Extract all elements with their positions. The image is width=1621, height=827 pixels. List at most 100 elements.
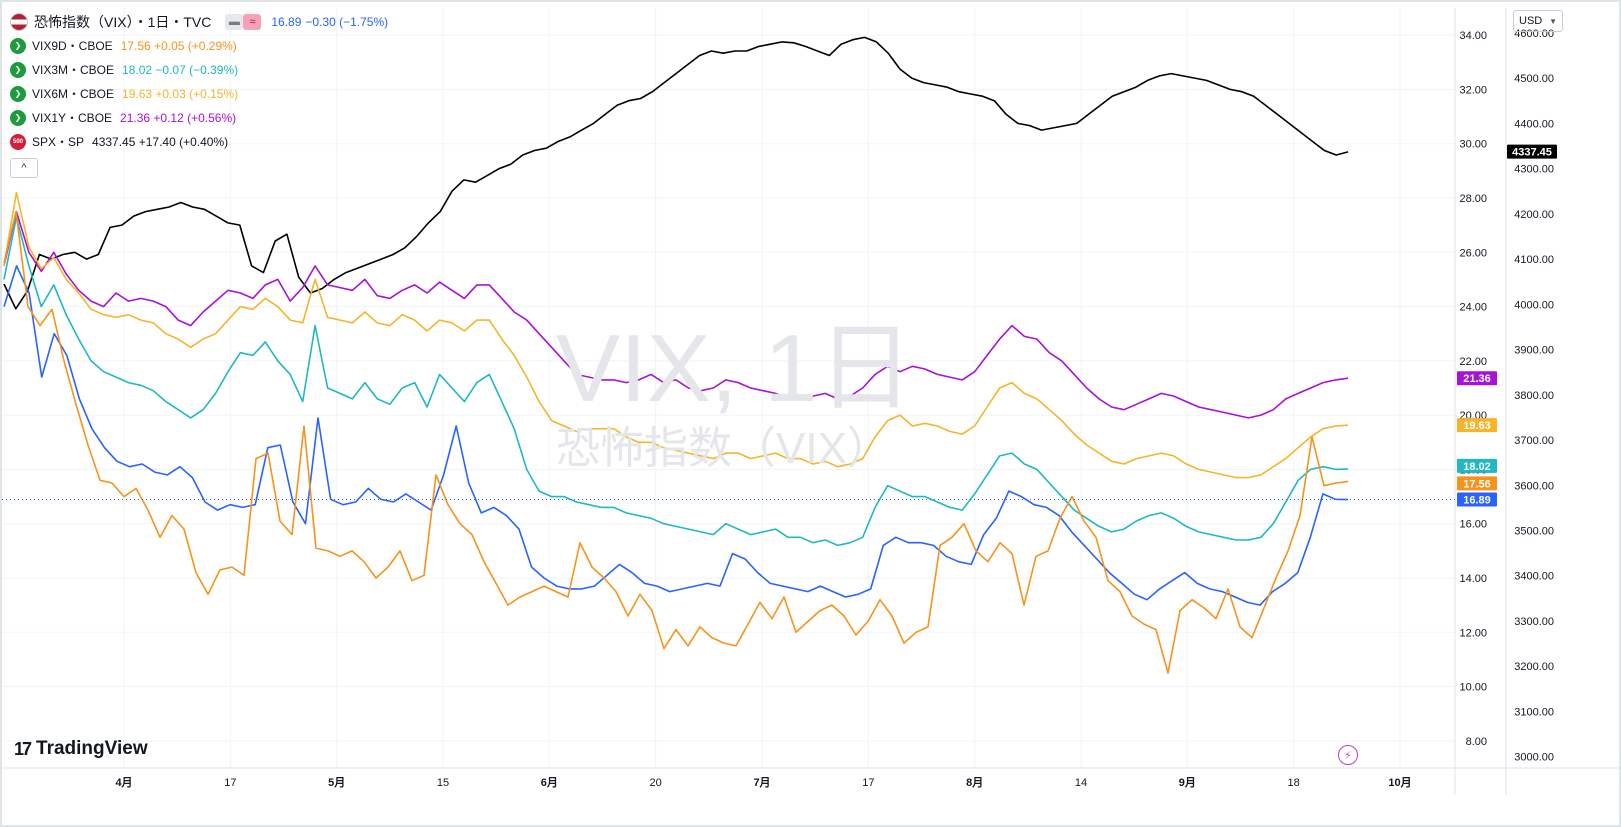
legend-values: 18.02 −0.07 (−0.39%)	[122, 63, 239, 77]
cboe-logo-icon: ❯	[10, 38, 26, 54]
y-left-tick-label: 30.00	[1459, 139, 1487, 151]
price-label-box	[1457, 418, 1497, 433]
y-right-tick-label: 4100.00	[1514, 254, 1554, 266]
legend-values: 21.36 +0.12 (+0.56%)	[120, 111, 237, 125]
y-right-tick-label: 4300.00	[1514, 164, 1554, 176]
legend-row-vix3m[interactable]: ❯ VIX3M・CBOE 18.02 −0.07 (−0.39%)	[10, 58, 388, 82]
legend-values: 4337.45 +17.40 (+0.40%)	[92, 135, 229, 149]
legend-values: 19.63 +0.03 (+0.15%)	[122, 87, 239, 101]
x-tick-label: 17	[224, 777, 236, 789]
series-line-vix1y	[3, 210, 1349, 419]
x-tick-label: 18	[1288, 777, 1300, 789]
legend-main-row[interactable]: 恐怖指数（VIX）・1日・TVC ▬ ≈ 16.89 −0.30 (−1.75%…	[10, 10, 388, 34]
price-label-box	[1457, 371, 1497, 386]
y-left-tick-label: 8.00	[1466, 736, 1487, 748]
price-label-box	[1457, 492, 1497, 507]
price-label-box	[1457, 476, 1497, 491]
axes: 34.0032.0030.0028.0026.0024.0022.0020.00…	[2, 8, 1619, 795]
y-right-tick-label: 3400.00	[1514, 571, 1554, 583]
y-left-tick-label: 26.00	[1459, 247, 1487, 259]
series-line-vix3m	[3, 216, 1349, 547]
y-right-tick-label: 3100.00	[1514, 706, 1554, 718]
y-right-tick-label: 3300.00	[1514, 616, 1554, 628]
legend-symbol: VIX1Y・CBOE	[32, 111, 113, 125]
price-label-text: 16.89	[1463, 495, 1491, 507]
legend-row-spx[interactable]: 500 SPX・SP 4337.45 +17.40 (+0.40%)	[10, 130, 388, 154]
x-tick-label: 17	[862, 777, 874, 789]
price-label-box	[1507, 144, 1557, 159]
chevron-up-icon: ^	[21, 162, 27, 174]
price-label-text: 18.02	[1463, 461, 1491, 473]
legend-controls[interactable]: ▬ ≈	[225, 14, 262, 30]
watermark-name: 恐怖指数（VIX）	[556, 424, 891, 473]
price-label-text: 17.56	[1463, 478, 1491, 490]
y-right-tick-label: 4000.00	[1514, 299, 1554, 311]
currency-label: USD	[1519, 15, 1543, 27]
watermark-symbol: VIX, 1日	[556, 315, 914, 422]
sp500-logo-icon: 500	[10, 134, 26, 150]
cboe-logo-icon: ❯	[10, 110, 26, 126]
y-right-tick-label: 4500.00	[1514, 73, 1554, 85]
currency-selector[interactable]: USD ▼	[1513, 10, 1563, 32]
y-right-tick-label: 3700.00	[1514, 435, 1554, 447]
y-left-tick-label: 32.00	[1459, 84, 1487, 96]
flash-icon[interactable]: ⚡	[1338, 745, 1358, 765]
x-tick-label: 15	[437, 777, 449, 789]
x-tick-label: 5月	[328, 776, 345, 789]
y-left-tick-label: 14.00	[1459, 573, 1487, 585]
legend-symbol: SPX・SP	[32, 135, 85, 149]
main-symbol-title: 恐怖指数（VIX）・1日・TVC	[34, 14, 212, 30]
main-last-value: 16.89	[271, 15, 302, 29]
legend-row-vix9d[interactable]: ❯ VIX9D・CBOE 17.56 +0.05 (+0.29%)	[10, 34, 388, 58]
y-left-tick-label: 12.00	[1459, 627, 1487, 639]
logo-text: TradingView	[36, 738, 148, 759]
tradingview-mark-icon: 17	[14, 738, 32, 759]
y-right-tick-label: 3800.00	[1514, 390, 1554, 402]
grid	[2, 8, 1455, 768]
legend-symbol: VIX9D・CBOE	[32, 39, 113, 53]
tradingview-logo[interactable]: 17 TradingView	[14, 738, 148, 760]
x-tick-label: 20	[650, 777, 662, 789]
series-line-vix	[3, 265, 1349, 606]
y-left-tick-label: 34.00	[1459, 30, 1487, 42]
y-left-tick-label: 28.00	[1459, 193, 1487, 205]
series-lines	[2, 36, 1455, 674]
x-tick-label: 8月	[966, 776, 983, 789]
series-line-vix6m	[3, 191, 1349, 479]
us-flag-icon	[10, 13, 28, 31]
legend-row-vix1y[interactable]: ❯ VIX1Y・CBOE 21.36 +0.12 (+0.56%)	[10, 106, 388, 130]
y-left-tick-label: 24.00	[1459, 302, 1487, 314]
x-tick-label: 9月	[1179, 776, 1196, 789]
cboe-logo-icon: ❯	[10, 86, 26, 102]
price-label-text: 19.63	[1463, 420, 1491, 432]
y-right-tick-label: 3500.00	[1514, 526, 1554, 538]
price-labels: 4337.45 21.36 19.63 18.02 17.56 16.89	[1457, 144, 1557, 507]
y-right-tick-label: 3900.00	[1514, 345, 1554, 357]
y-right-tick-label: 3600.00	[1514, 480, 1554, 492]
hide-icon[interactable]: ▬	[225, 14, 244, 30]
legend-row-vix6m[interactable]: ❯ VIX6M・CBOE 19.63 +0.03 (+0.15%)	[10, 82, 388, 106]
series-line-spx	[3, 36, 1349, 310]
main-change-value: −0.30 (−1.75%)	[305, 15, 389, 29]
approx-icon[interactable]: ≈	[243, 14, 262, 30]
legend-symbol: VIX3M・CBOE	[32, 63, 115, 77]
y-right-tick-label: 4400.00	[1514, 118, 1554, 130]
y-right-tick-label: 3200.00	[1514, 661, 1554, 673]
y-left-tick-label: 22.00	[1459, 356, 1487, 368]
price-label-text: 21.36	[1463, 373, 1491, 385]
legend: 恐怖指数（VIX）・1日・TVC ▬ ≈ 16.89 −0.30 (−1.75%…	[10, 10, 388, 178]
y-right-tick-label: 4200.00	[1514, 209, 1554, 221]
chevron-down-icon: ▼	[1549, 16, 1557, 26]
cboe-logo-icon: ❯	[10, 62, 26, 78]
price-label-text: 4337.45	[1512, 147, 1552, 159]
x-tick-label: 10月	[1388, 776, 1411, 789]
collapse-legend-button[interactable]: ^	[10, 158, 38, 178]
x-tick-label: 4月	[115, 776, 132, 789]
x-tick-label: 6月	[541, 776, 558, 789]
x-tick-label: 7月	[753, 776, 770, 789]
y-left-tick-label: 16.00	[1459, 519, 1487, 531]
y-right-tick-label: 3000.00	[1514, 752, 1554, 764]
y-left-tick-label: 10.00	[1459, 682, 1487, 694]
